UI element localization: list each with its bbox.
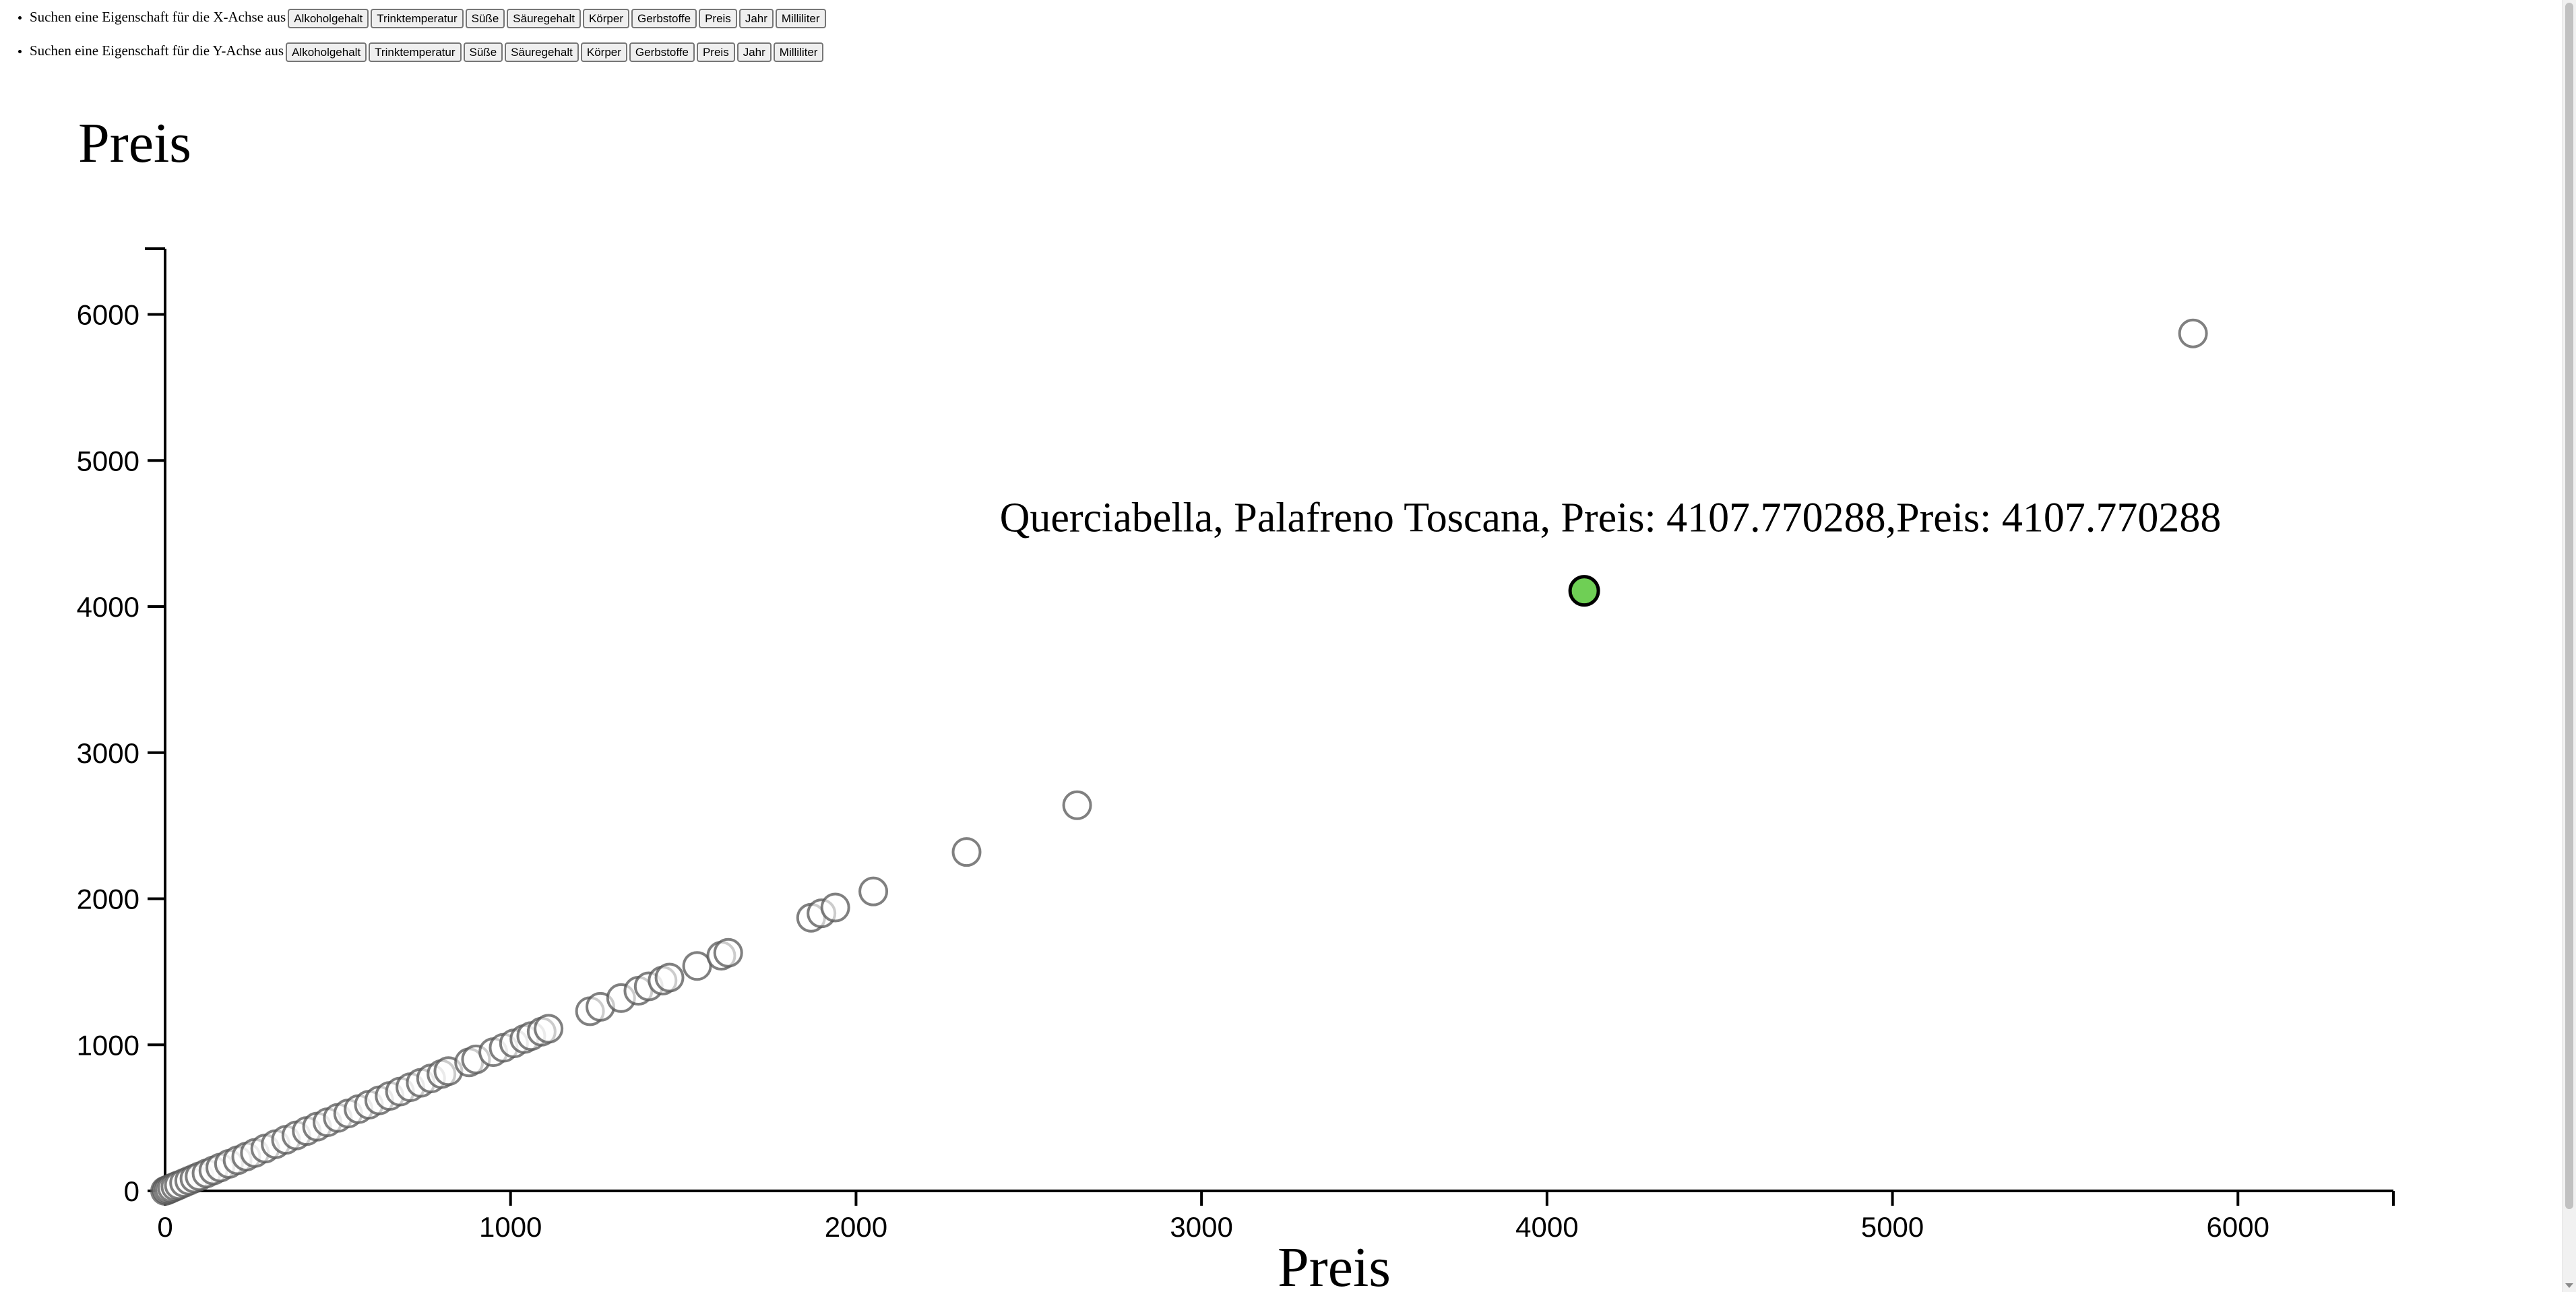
data-point[interactable] (2178, 318, 2208, 348)
x-trinktemperatur-button[interactable]: Trinktemperatur (371, 8, 464, 28)
scroll-down-arrow-icon[interactable] (2565, 1283, 2573, 1288)
y-tick-label: 6000 (77, 299, 139, 331)
y-preis-button[interactable]: Preis (696, 42, 735, 62)
x-axis: 0 1000 2000 3000 4000 5000 6000 (157, 1190, 2395, 1243)
y-milliliter-button[interactable]: Milliliter (773, 42, 824, 62)
x-tick-label: 6000 (2207, 1211, 2269, 1243)
y-gerbstoffe-button[interactable]: Gerbstoffe (629, 42, 695, 62)
y-körper-button[interactable]: Körper (580, 42, 627, 62)
data-point[interactable] (713, 937, 743, 968)
x-axis-title: Preis (1278, 1236, 1391, 1292)
x-tick-label: 4000 (1515, 1211, 1578, 1243)
data-point[interactable] (534, 1014, 564, 1044)
x-gerbstoffe-button[interactable]: Gerbstoffe (631, 8, 697, 28)
axis-selectors: Suchen eine Eigenschaft für die X-Achse … (0, 0, 826, 67)
y-säuregehalt-button[interactable]: Säuregehalt (505, 42, 579, 62)
x-säuregehalt-button[interactable]: Säuregehalt (507, 8, 581, 28)
scrollbar-thumb[interactable] (2565, 3, 2573, 1209)
points-layer (150, 318, 2208, 1206)
y-tick-label: 3000 (77, 737, 139, 769)
chart-title: Preis (78, 112, 191, 175)
y-jahr-button[interactable]: Jahr (736, 42, 772, 62)
x-axis-selector: Suchen eine Eigenschaft für die X-Achse … (30, 0, 826, 34)
y-tick-label: 4000 (77, 591, 139, 623)
y-trinktemperatur-button[interactable]: Trinktemperatur (369, 42, 462, 62)
y-süße-button[interactable]: Süße (463, 42, 503, 62)
x-jahr-button[interactable]: Jahr (739, 8, 774, 28)
y-tick-label: 5000 (77, 445, 139, 476)
y-alkoholgehalt-button[interactable]: Alkoholgehalt (286, 42, 367, 62)
x-tick-label: 0 (157, 1211, 172, 1243)
highlight-label: Querciabella, Palafreno Toscana, Preis: … (1000, 495, 2222, 541)
data-point[interactable] (858, 876, 889, 906)
x-tick-label: 1000 (479, 1211, 542, 1243)
x-preis-button[interactable]: Preis (699, 8, 737, 28)
x-tick-label: 3000 (1170, 1211, 1232, 1243)
y-tick-label: 2000 (77, 884, 139, 915)
vertical-scrollbar[interactable] (2562, 0, 2576, 1292)
y-axis: 0 1000 2000 3000 4000 5000 6000 (77, 247, 166, 1207)
x-süße-button[interactable]: Süße (465, 8, 505, 28)
y-axis-prompt: Suchen eine Eigenschaft für die Y-Achse … (30, 42, 284, 59)
x-alkoholgehalt-button[interactable]: Alkoholgehalt (288, 8, 369, 28)
x-körper-button[interactable]: Körper (582, 8, 629, 28)
x-tick-label: 5000 (1861, 1211, 1924, 1243)
x-axis-prompt: Suchen eine Eigenschaft für die X-Achse … (30, 9, 286, 25)
x-milliliter-button[interactable]: Milliliter (775, 8, 826, 28)
x-axis-buttons: Alkoholgehalt Trinktemperatur Süße Säuregeh… (286, 8, 826, 28)
x-tick-label: 2000 (825, 1211, 887, 1243)
y-tick-label: 0 (124, 1175, 139, 1207)
data-point[interactable] (1062, 790, 1092, 820)
data-point[interactable] (951, 837, 982, 867)
y-axis-buttons: Alkoholgehalt Trinktemperatur Süße Säuregeh… (284, 42, 824, 62)
highlighted-point[interactable] (1568, 575, 1600, 607)
y-axis-selector: Suchen eine Eigenschaft für die Y-Achse … (30, 34, 826, 67)
y-tick-label: 1000 (77, 1029, 139, 1061)
data-point[interactable] (820, 892, 850, 923)
data-point[interactable] (654, 962, 685, 993)
